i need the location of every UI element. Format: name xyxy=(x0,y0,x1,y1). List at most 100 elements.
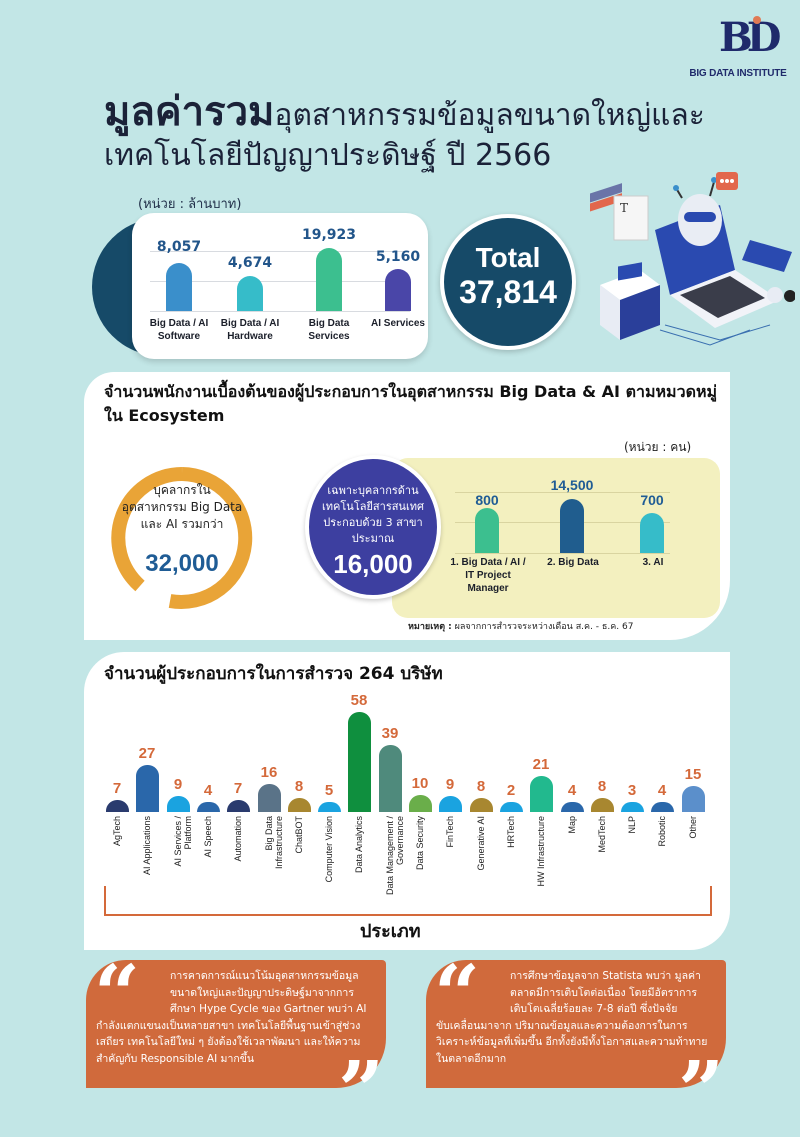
title-rest: อุตสาหกรรมข้อมูลขนาดใหญ่และ xyxy=(274,98,705,133)
category-bar xyxy=(651,802,674,812)
category-bar xyxy=(288,798,311,812)
bar-project-manager xyxy=(475,508,499,553)
category-bar xyxy=(227,800,250,812)
it-employees-circle: เฉพาะบุคลากรด้านเทคโนโลยีสารสนเทศ ประกอบ… xyxy=(305,455,441,599)
category-value: 8 xyxy=(476,778,486,795)
logo-mark: BD xyxy=(713,12,781,62)
page-title: มูลค่ารวมอุตสาหกรรมข้อมูลขนาดใหญ่และ เทค… xyxy=(104,92,705,176)
total-badge: Total 37,814 xyxy=(440,214,576,350)
category-label: ChatBOT xyxy=(294,816,304,854)
category-bar xyxy=(167,796,190,812)
close-quote-icon: ” xyxy=(337,1043,384,1137)
note-label: หมายเหตุ : xyxy=(408,622,452,632)
bar-big-data xyxy=(560,499,584,553)
bar-ai xyxy=(640,513,664,553)
category-value: 8 xyxy=(597,778,607,795)
robot-icon xyxy=(673,177,722,246)
books-icon: T xyxy=(590,183,649,241)
category-label: NLP xyxy=(627,816,637,834)
category-value: 7 xyxy=(112,780,122,797)
category-bar xyxy=(561,802,584,812)
grid-line xyxy=(455,492,670,493)
bar-value: 14,500 xyxy=(550,477,594,493)
companies-section-title: จำนวนผู้ประกอบการในการสำรวจ 264 บริษัท xyxy=(104,664,443,684)
category-bar xyxy=(530,776,553,812)
category-label: Computer Vision xyxy=(324,816,334,883)
category-value: 4 xyxy=(657,782,667,799)
category-value: 2 xyxy=(506,782,516,799)
revenue-chart: 8,057 Big Data / AI Software 4,674 Big D… xyxy=(132,213,428,359)
quote-card-statista: “ การศึกษาข้อมูลจาก Statista พบว่า มูลค่… xyxy=(426,954,726,1130)
close-quote-icon: ” xyxy=(677,1043,724,1137)
category-bar xyxy=(470,798,493,812)
logo-dot xyxy=(753,16,761,24)
category-label: FinTech xyxy=(445,816,455,848)
open-quote-icon: “ xyxy=(434,947,481,1041)
bar-ai-services xyxy=(385,269,411,311)
employees-unit: (หน่วย : คน) xyxy=(624,440,692,454)
category-value: 15 xyxy=(684,766,702,783)
bar-label: AI Services xyxy=(371,318,425,329)
it-employees-chart-box xyxy=(392,458,720,618)
category-bar xyxy=(439,796,462,812)
category-bar xyxy=(258,784,281,812)
open-quote-icon: “ xyxy=(94,947,141,1041)
laptop-icon xyxy=(655,205,780,328)
headphones-icon xyxy=(767,287,795,303)
title-line2: เทคโนโลยีปัญญาประดิษฐ์ ปี 2566 xyxy=(104,138,552,173)
category-label: Automation xyxy=(233,816,243,862)
category-label: Generative AI xyxy=(476,816,486,871)
category-bar xyxy=(106,800,129,812)
bar-bigdata-services xyxy=(316,248,342,311)
category-value: 39 xyxy=(381,725,399,742)
bar-value: 4,674 xyxy=(227,255,273,271)
ring-description: บุคลากรใน อุตสาหกรรม Big Data และ AI รวม… xyxy=(121,483,243,531)
ring-value: 32,000 xyxy=(145,550,219,577)
bar-label: Big Data / AI Hardware xyxy=(220,318,280,342)
total-value: 37,814 xyxy=(459,274,557,310)
category-value: 3 xyxy=(627,782,637,799)
companies-section xyxy=(84,652,730,950)
bdi-logo: BD BIG DATA INSTITUTE xyxy=(688,12,788,84)
category-bar xyxy=(621,802,644,812)
category-value: 9 xyxy=(173,776,183,793)
logo-letters: BD xyxy=(719,14,781,61)
category-bar xyxy=(318,802,341,812)
bar-value: 700 xyxy=(640,492,664,508)
bar-label: Big Data / AI Software xyxy=(149,318,209,342)
category-value: 58 xyxy=(350,692,368,709)
circle-description: เฉพาะบุคลากรด้านเทคโนโลยีสารสนเทศ ประกอบ… xyxy=(322,484,424,545)
category-label: Map xyxy=(567,816,577,834)
category-axis-title: ประเภท xyxy=(360,921,421,942)
category-label: HRTech xyxy=(506,816,516,848)
bar-bigdata-ai-software xyxy=(166,263,192,311)
category-value: 7 xyxy=(233,780,243,797)
survey-note: หมายเหตุ : ผลจากการสำรวจระหว่างเดือน ส.ค… xyxy=(408,619,633,633)
quote-lead: การศึกษาข้อมูลจาก Statista พบว่า มูลค่าต… xyxy=(510,970,701,1015)
bar-value: 8,057 xyxy=(156,239,202,255)
bar-value: 19,923 xyxy=(301,227,357,243)
category-value: 27 xyxy=(138,745,156,762)
grid-line xyxy=(150,311,410,312)
category-bar xyxy=(348,712,371,812)
category-label: Data Security xyxy=(415,816,425,871)
quote-lead: การคาดการณ์แนวโน้มอุตสาหกรรมข้อมูลขนาดให… xyxy=(170,970,367,1015)
category-label: AI Speech xyxy=(203,816,213,858)
total-label: Total xyxy=(475,242,541,273)
category-label: HW Infrastructure xyxy=(536,816,546,887)
bar-bigdata-ai-hardware xyxy=(237,276,263,311)
category-label: Data Management / Governance xyxy=(385,816,405,896)
category-bar xyxy=(409,795,432,812)
svg-text:T: T xyxy=(620,201,628,215)
category-label: AI Services / Platform xyxy=(173,816,193,867)
bar-label: 1. Big Data / AI / IT Project Manager xyxy=(450,557,526,594)
category-value: 4 xyxy=(203,782,213,799)
quote-rest: ขับเคลื่อนมาจาก ปริมาณข้อมูลและความต้องก… xyxy=(436,1019,708,1065)
category-value: 10 xyxy=(411,775,429,792)
ai-cube-icon: AI xyxy=(600,262,660,340)
bar-label: 2. Big Data xyxy=(547,557,599,568)
category-label: AI Applications xyxy=(142,816,152,876)
grid-line xyxy=(455,553,670,554)
category-label: MedTech xyxy=(597,816,607,853)
category-value: 21 xyxy=(532,756,550,773)
